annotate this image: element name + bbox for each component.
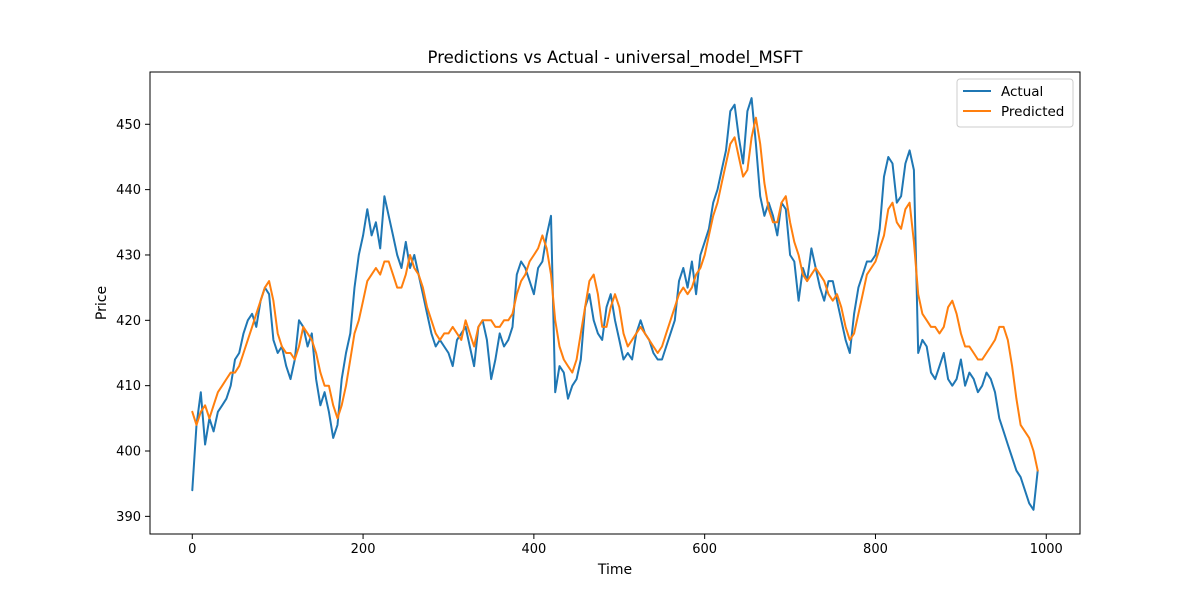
x-axis: 0 200 400 600 800 1000 (188, 534, 1063, 557)
y-tick-label: 430 (116, 248, 141, 263)
x-tick-label: 200 (351, 542, 376, 557)
legend-label-actual: Actual (1001, 84, 1043, 100)
x-tick-label: 0 (188, 542, 196, 557)
x-tick-label: 1000 (1030, 542, 1063, 557)
series-layer (191, 97, 1039, 511)
series-line-actual (191, 97, 1039, 511)
y-axis: 390 400 410 420 430 440 450 (116, 118, 150, 525)
legend-label-predicted: Predicted (1001, 104, 1064, 120)
chart-title: Predictions vs Actual - universal_model_… (428, 48, 804, 68)
y-tick-label: 440 (116, 183, 141, 198)
legend: Actual Predicted (956, 78, 1074, 128)
y-tick-label: 420 (116, 314, 141, 329)
y-axis-label: Price (94, 286, 110, 320)
x-axis-label: Time (597, 562, 632, 578)
y-tick-label: 410 (116, 379, 141, 394)
series-line-predicted (191, 116, 1039, 472)
y-tick-label: 450 (116, 118, 141, 133)
y-tick-label: 390 (116, 510, 141, 525)
y-tick-label: 400 (116, 445, 141, 460)
x-tick-label: 800 (863, 542, 888, 557)
plot-frame (149, 71, 1081, 535)
x-tick-label: 600 (692, 542, 717, 557)
plot-area (149, 71, 1081, 535)
x-tick-label: 400 (521, 542, 546, 557)
